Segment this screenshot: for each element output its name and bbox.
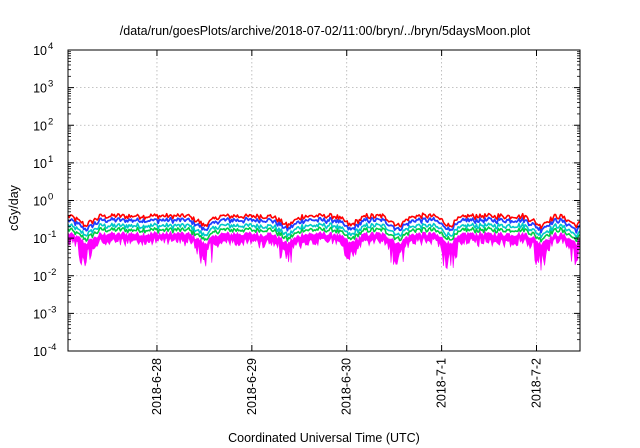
y-tick-label: 10 xyxy=(33,119,47,133)
y-tick-exponent: 4 xyxy=(48,41,53,52)
series-group xyxy=(67,212,581,271)
y-tick-exponent: -2 xyxy=(48,267,56,278)
y-axis-label: cGy/day xyxy=(7,184,21,231)
x-tick-label: 2018-6-28 xyxy=(150,358,164,415)
y-tick-label: 10 xyxy=(33,232,47,246)
y-tick-exponent: 2 xyxy=(48,116,53,127)
y-tick-label: 10 xyxy=(33,195,47,209)
y-tick-exponent: 0 xyxy=(48,192,53,203)
series-line xyxy=(67,226,581,243)
y-tick-exponent: 3 xyxy=(48,79,53,90)
x-tick-label: 2018-6-29 xyxy=(245,358,259,415)
tick-marks xyxy=(68,49,580,352)
x-tick-label: 2018-7-2 xyxy=(530,358,544,408)
x-tick-label: 2018-6-30 xyxy=(340,358,354,415)
y-tick-label: 10 xyxy=(33,345,47,359)
y-tick-label: 10 xyxy=(33,82,47,96)
series-band xyxy=(67,230,581,271)
y-tick-exponent: -4 xyxy=(48,342,56,353)
y-tick-label: 10 xyxy=(33,44,47,58)
y-tick-label: 10 xyxy=(33,307,47,321)
y-tick-exponent: -1 xyxy=(48,229,56,240)
grid xyxy=(68,50,580,351)
series-line xyxy=(67,216,581,234)
y-tick-label: 10 xyxy=(33,270,47,284)
series-line xyxy=(67,222,581,239)
series-line xyxy=(67,212,581,230)
x-tick-labels: 2018-6-28 2018-6-29 2018-6-30 2018-7-1 2018-… xyxy=(150,358,544,415)
y-tick-exponent: 1 xyxy=(48,154,53,165)
y-tick-label: 10 xyxy=(33,157,47,171)
x-tick-label: 2018-7-1 xyxy=(435,358,449,408)
y-tick-exponent: -3 xyxy=(48,304,56,315)
x-axis-label: Coordinated Universal Time (UTC) xyxy=(228,431,420,445)
chart-title: /data/run/goesPlots/archive/2018-07-02/1… xyxy=(120,24,531,38)
